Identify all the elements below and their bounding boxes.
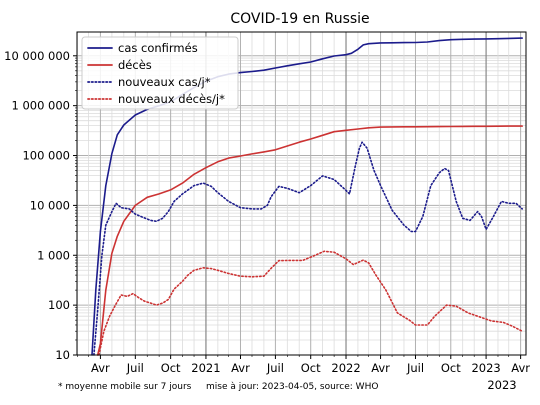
x-tick-label: Juil (406, 361, 424, 375)
x-tick-label: Avr (511, 361, 530, 375)
x-tick-label: Avr (91, 361, 110, 375)
legend-entry-label: décès (118, 58, 152, 72)
y-tick-label: 1 000 (37, 248, 70, 262)
x-tick-label: Oct (441, 361, 461, 375)
y-tick-label: 10 (55, 348, 70, 362)
x-tick-label: Oct (161, 361, 181, 375)
legend-entry-label: nouveaux cas/j* (118, 75, 211, 89)
update-source-note: mise à jour: 2023-04-05, source: WHO (206, 382, 378, 392)
series-line-nouveaux-cas-j- (93, 141, 524, 356)
y-tick-label: 100 (48, 298, 70, 312)
y-tick-label: 1 000 000 (11, 99, 70, 113)
legend: cas confirmés décès nouveaux cas/j* nouveau… (81, 36, 239, 110)
legend-box (81, 36, 239, 110)
series-layer (91, 37, 524, 356)
y-tick-label: 10 000 000 (4, 49, 70, 63)
x-tick-label: Avr (371, 361, 390, 375)
x-tick-label: 2021 (191, 361, 220, 375)
x-tick-label: Juil (126, 361, 144, 375)
series-line-cas-confirm-s (91, 37, 524, 356)
x-tick-label: 2023 (471, 361, 500, 375)
legend-entry-label: cas confirmés (118, 41, 198, 55)
chart-title: COVID-19 en Russie (230, 11, 369, 27)
x-axis-end-year-label: 2023 (487, 378, 516, 392)
x-axis: Avr Juil Oct 2021 Avr Juil Oct 2022 Avr Juil Oct 20… (77, 355, 530, 375)
footnote-moving-average: * moyenne mobile sur 7 jours (58, 382, 192, 392)
y-axis: 10 100 1 000 10 000 100 000 1 000 000 10 000 0… (4, 49, 77, 362)
y-tick-label: 100 000 (22, 149, 70, 163)
x-tick-label: 2022 (331, 361, 360, 375)
plot-frame (76, 31, 527, 356)
x-tick-label: Avr (231, 361, 250, 375)
y-tick-label: 10 000 (30, 198, 70, 212)
series-line-d-c-s (96, 125, 524, 356)
legend-entry-label: nouveaux décès/j* (118, 92, 225, 106)
x-tick-label: Juil (266, 361, 284, 375)
x-tick-label: Oct (301, 361, 321, 375)
series-line-nouveaux-d-c-s-j- (98, 250, 524, 356)
